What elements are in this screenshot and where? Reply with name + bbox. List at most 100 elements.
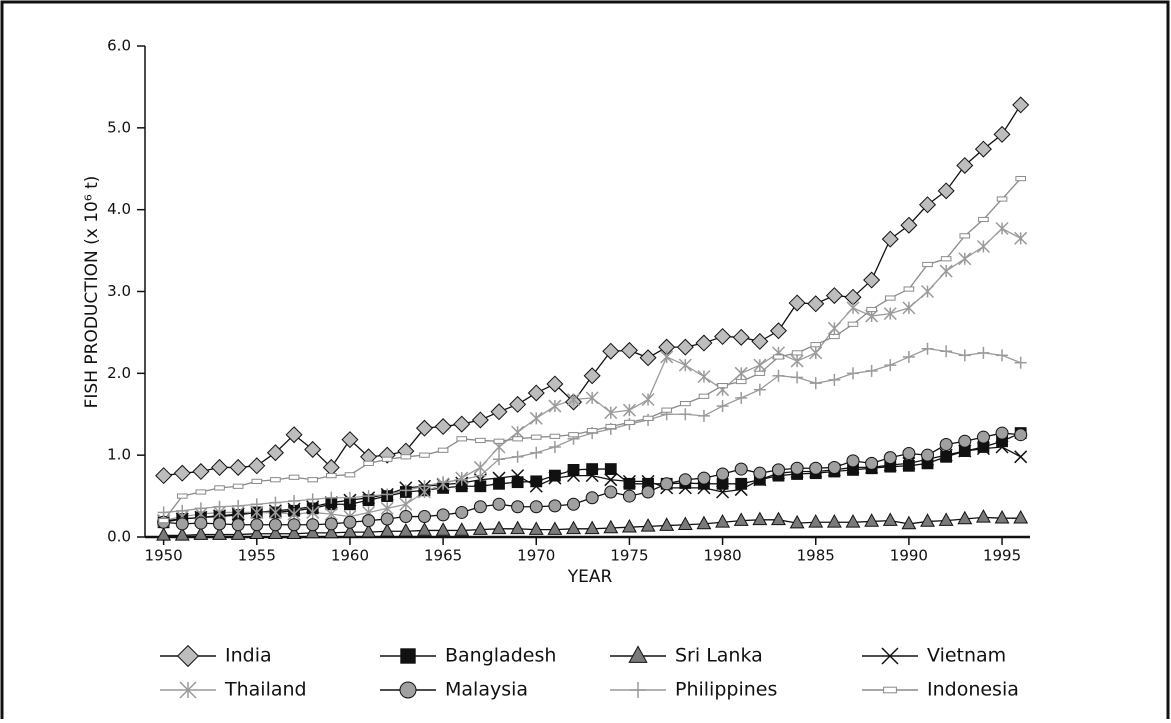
marker-part xyxy=(229,458,247,476)
marker xyxy=(436,508,450,522)
marker xyxy=(511,500,525,514)
marker xyxy=(827,321,841,335)
marker-part xyxy=(790,461,804,475)
marker-part xyxy=(1013,509,1029,524)
marker xyxy=(250,498,263,511)
marker-part xyxy=(602,342,620,360)
marker-part xyxy=(529,500,543,514)
marker xyxy=(585,391,599,405)
marker xyxy=(307,477,318,483)
x-axis-title: YEAR xyxy=(567,567,613,587)
marker xyxy=(362,490,375,503)
marker-part xyxy=(341,431,359,449)
marker xyxy=(1012,96,1030,114)
marker-part xyxy=(173,464,191,482)
marker xyxy=(846,301,860,315)
x-tick-label: 1980 xyxy=(703,547,741,565)
marker-part xyxy=(864,513,880,527)
marker-part xyxy=(919,196,937,214)
marker xyxy=(995,440,1009,454)
marker-part xyxy=(586,463,599,475)
marker-part xyxy=(249,525,265,540)
marker-part xyxy=(753,466,767,480)
marker-part xyxy=(158,518,169,524)
marker xyxy=(791,371,804,384)
marker xyxy=(641,474,655,488)
marker-part xyxy=(660,477,674,491)
marker-part xyxy=(473,500,487,514)
marker-part xyxy=(604,485,618,499)
marker xyxy=(268,518,282,532)
marker-part xyxy=(695,334,713,352)
marker-part xyxy=(398,523,414,537)
marker xyxy=(958,349,971,362)
marker xyxy=(940,345,953,358)
marker-part xyxy=(716,485,730,499)
x-tick-label: 1955 xyxy=(238,547,276,565)
marker xyxy=(400,454,412,460)
marker-part xyxy=(661,407,672,413)
marker xyxy=(419,452,430,458)
marker-part xyxy=(771,511,786,526)
marker xyxy=(696,515,712,530)
marker-part xyxy=(642,415,654,421)
marker xyxy=(771,463,785,477)
marker xyxy=(845,514,861,528)
marker-part xyxy=(995,426,1009,440)
marker xyxy=(1014,450,1028,464)
marker-part xyxy=(584,520,600,535)
marker xyxy=(493,453,505,466)
y-tick-label: 5.0 xyxy=(107,118,131,136)
marker-part xyxy=(921,448,935,462)
marker-part xyxy=(455,505,469,519)
marker xyxy=(176,644,200,668)
marker xyxy=(735,391,748,404)
marker xyxy=(529,500,543,514)
marker xyxy=(1014,231,1028,245)
marker-part xyxy=(697,481,711,495)
marker xyxy=(192,463,210,481)
marker xyxy=(715,514,731,528)
marker-part xyxy=(512,436,523,442)
marker-part xyxy=(415,419,433,437)
marker xyxy=(735,378,747,385)
marker xyxy=(791,350,803,356)
marker-part xyxy=(585,469,599,483)
marker xyxy=(232,499,245,512)
marker-part xyxy=(509,395,527,413)
marker xyxy=(642,415,654,421)
marker-part xyxy=(825,287,843,305)
marker xyxy=(1014,428,1028,442)
marker xyxy=(583,367,601,385)
marker xyxy=(566,520,581,535)
marker xyxy=(509,395,527,413)
marker xyxy=(676,338,694,356)
legend-text: Malaysia xyxy=(445,679,528,701)
marker-part xyxy=(735,477,748,490)
marker-part xyxy=(155,467,173,485)
marker-part xyxy=(434,418,452,436)
marker-part xyxy=(193,526,209,540)
marker-part xyxy=(959,233,971,239)
marker xyxy=(455,473,468,486)
marker-part xyxy=(549,433,561,439)
marker-part xyxy=(250,518,264,532)
y-tick-label: 2.0 xyxy=(107,364,131,382)
marker xyxy=(604,406,618,420)
marker xyxy=(511,476,524,489)
marker-part xyxy=(361,523,377,538)
marker-part xyxy=(548,499,562,513)
marker xyxy=(251,478,263,484)
marker xyxy=(733,512,749,526)
marker xyxy=(678,473,692,487)
marker xyxy=(399,484,412,497)
marker-part xyxy=(1014,428,1028,442)
marker xyxy=(976,430,990,444)
marker xyxy=(1014,356,1027,369)
marker xyxy=(474,469,487,482)
marker-part xyxy=(288,474,300,480)
marker xyxy=(661,407,672,413)
marker xyxy=(342,523,358,538)
marker xyxy=(157,506,170,519)
